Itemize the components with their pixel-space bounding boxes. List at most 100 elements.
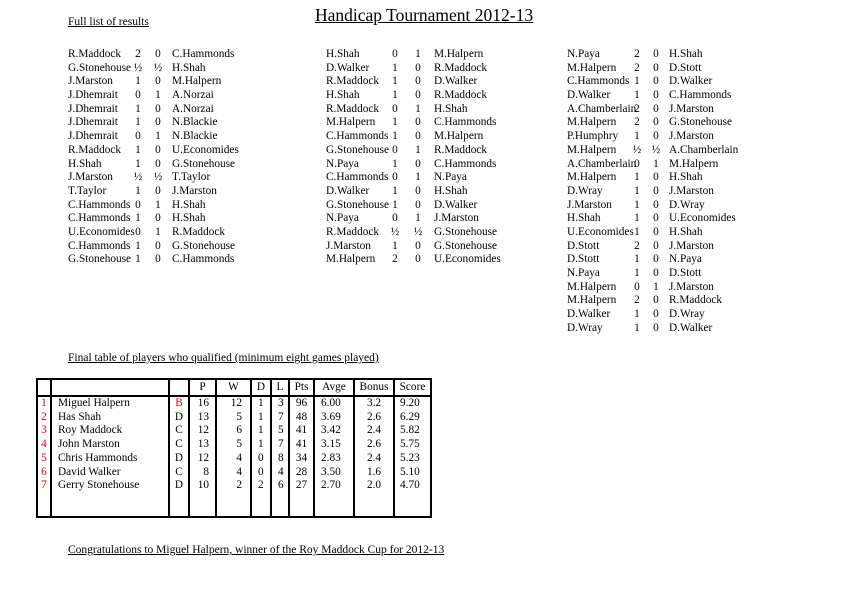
- opponent-name: A.Norzai: [172, 89, 214, 102]
- opponent-score: 0: [155, 48, 161, 60]
- player-score: 1: [135, 102, 141, 115]
- result-row: D.Walker 1 0 D.Wray: [567, 308, 738, 322]
- player-score: 2: [392, 253, 398, 266]
- cell-score: 5.82: [393, 424, 432, 439]
- player-name: M.Halpern: [567, 143, 617, 156]
- opponent-name: R.Maddock: [434, 89, 488, 102]
- player-score: 1: [135, 253, 141, 266]
- cell-p: 8: [188, 465, 217, 480]
- cell-l: 4: [270, 465, 290, 480]
- opponent-name: R.Maddock: [669, 294, 723, 307]
- player-score: 1: [392, 130, 398, 143]
- cell-w: 4: [215, 465, 252, 480]
- opponent-name: N.Paya: [434, 171, 467, 184]
- congratulations-text: Congratulations to Miguel Halpern, winne…: [68, 544, 445, 556]
- opponent-score: 0: [653, 89, 659, 102]
- cell-division: D: [168, 479, 190, 493]
- cell-pts: 41: [288, 424, 315, 439]
- player-name: M.Halpern: [567, 171, 617, 184]
- player-name: R.Maddock: [326, 225, 380, 238]
- result-row: A.Chamberlain 2 0 J.Marston: [567, 103, 738, 117]
- player-name: N.Paya: [326, 157, 359, 170]
- opponent-name: D.Walker: [434, 198, 478, 211]
- opponent-score: 0: [415, 89, 421, 102]
- opponent-name: C.Hammonds: [172, 48, 235, 60]
- cell-avge: 3.50: [313, 465, 355, 480]
- opponent-name: A.Norzai: [172, 102, 214, 115]
- player-name: H.Shah: [326, 48, 360, 60]
- results-column-2: H.Shah 0 1 M.Halpern D.Walker 1 0 R.Maddock R.Ma…: [326, 48, 501, 267]
- cell-l: 5: [270, 424, 290, 439]
- player-score: 1: [135, 212, 141, 225]
- player-name: P.Humphry: [567, 130, 619, 143]
- opponent-name: U.Economides: [434, 253, 501, 266]
- opponent-name: H.Shah: [669, 48, 703, 60]
- opponent-score: 1: [155, 89, 161, 102]
- player-name: J.Dhemrait: [68, 130, 118, 143]
- opponent-name: H.Shah: [172, 61, 206, 74]
- opponent-score: 1: [155, 130, 161, 143]
- column-header: W: [215, 379, 252, 397]
- cell-d: 1: [250, 424, 272, 439]
- player-score: 1: [634, 321, 640, 334]
- player-name: A.Chamberlain: [567, 102, 637, 115]
- cell-d: 1: [250, 438, 272, 452]
- opponent-score: 0: [155, 184, 161, 197]
- player-score: 1: [392, 116, 398, 129]
- player-name: M.Halpern: [567, 280, 617, 293]
- empty-cell: [215, 492, 252, 517]
- player-name: J.Marston: [326, 239, 371, 252]
- player-score: 0: [634, 280, 640, 293]
- player-name: J.Dhemrait: [68, 102, 118, 115]
- opponent-score: 0: [653, 253, 659, 266]
- opponent-name: C.Hammonds: [434, 157, 497, 170]
- opponent-score: 0: [653, 184, 659, 197]
- cell-rank: 3: [36, 424, 52, 439]
- result-row: R.Maddock 2 0 C.Hammonds: [68, 48, 239, 62]
- result-row: J.Marston ½ ½ T.Taylor: [68, 171, 239, 185]
- result-row: D.Walker 1 0 H.Shah: [326, 185, 501, 199]
- cell-name: David Walker: [50, 465, 170, 480]
- cell-division: D: [168, 410, 190, 425]
- table-row: 1 Miguel Halpern B 16 12 1 3 96 6.00 3.2 9.20: [36, 396, 432, 411]
- result-row: C.Hammonds 1 0 D.Walker: [567, 75, 738, 89]
- table-row: 4 John Marston C 13 5 1 7 41 3.15 2.6 5.75: [36, 438, 432, 452]
- result-row: U.Economides 0 1 R.Maddock: [68, 226, 239, 240]
- player-score: 2: [634, 102, 640, 115]
- result-row: C.Hammonds 1 0 M.Halpern: [326, 130, 501, 144]
- result-row: D.Wray 1 0 D.Walker: [567, 322, 738, 336]
- player-name: H.Shah: [567, 212, 601, 225]
- player-score: 2: [634, 239, 640, 252]
- table-row: 2 Has Shah D 13 5 1 7 48 3.69 2.6 6.29: [36, 410, 432, 425]
- cell-l: 7: [270, 410, 290, 425]
- opponent-name: H.Shah: [172, 212, 206, 225]
- result-row: D.Walker 1 0 C.Hammonds: [567, 89, 738, 103]
- player-score: 1: [135, 75, 141, 88]
- opponent-name: D.Walker: [669, 321, 713, 334]
- result-row: D.Stott 1 0 N.Paya: [567, 253, 738, 267]
- player-score: 1: [392, 89, 398, 102]
- opponent-name: N.Blackie: [172, 130, 218, 143]
- empty-cell: [250, 492, 272, 517]
- opponent-name: M.Halpern: [669, 157, 719, 170]
- cell-d: 1: [250, 396, 272, 411]
- opponent-name: J.Marston: [172, 184, 217, 197]
- opponent-score: 0: [653, 130, 659, 143]
- cell-bonus: 1.6: [353, 465, 395, 480]
- result-row: N.Paya 1 0 D.Stott: [567, 267, 738, 281]
- result-row: M.Halpern 2 0 G.Stonehouse: [567, 116, 738, 130]
- player-score: 1: [392, 61, 398, 74]
- cell-pts: 27: [288, 479, 315, 493]
- cell-p: 12: [188, 451, 217, 466]
- player-name: D.Stott: [567, 253, 600, 266]
- opponent-name: D.Wray: [669, 308, 705, 321]
- result-row: H.Shah 1 0 G.Stonehouse: [68, 158, 239, 172]
- cell-name: Roy Maddock: [50, 424, 170, 439]
- cell-bonus: 3.2: [353, 396, 395, 411]
- cell-name: John Marston: [50, 438, 170, 452]
- opponent-score: 0: [415, 239, 421, 252]
- player-score: 2: [135, 48, 141, 60]
- opponent-score: 0: [415, 253, 421, 266]
- final-table-container: P W D L Pts Avge Bonus Score 1 Miguel Halpern B 16…: [36, 378, 432, 518]
